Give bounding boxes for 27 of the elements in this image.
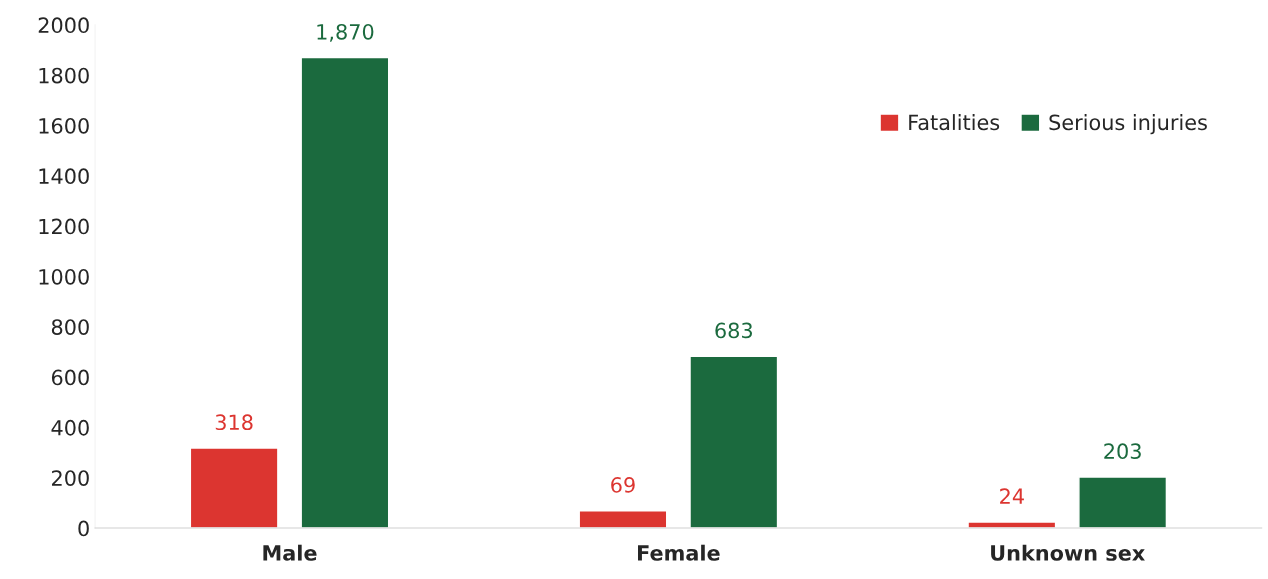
- data-label: 683: [715, 322, 752, 339]
- y-tick-label: 400: [51, 419, 89, 436]
- data-label: 318: [215, 414, 253, 431]
- y-tick-label: 1200: [39, 218, 89, 235]
- bar: [1078, 476, 1168, 529]
- x-tick-label: Female: [638, 544, 720, 561]
- legend-label: Serious injuries: [1049, 114, 1207, 135]
- bar: [300, 56, 390, 529]
- data-label: 1,870: [317, 23, 374, 42]
- data-label: 24: [1000, 488, 1024, 504]
- bar: [689, 355, 779, 529]
- y-tick-label: 200: [52, 470, 89, 486]
- y-tick-label: 1000: [39, 268, 89, 285]
- bar: [189, 447, 279, 529]
- x-tick-label: Unknown sex: [991, 544, 1145, 561]
- y-tick-label: 1600: [39, 117, 89, 134]
- bar: [578, 509, 668, 529]
- data-label: 203: [1104, 443, 1141, 460]
- x-tick-label: Male: [263, 544, 317, 561]
- y-tick-label: 2000: [38, 17, 89, 34]
- data-label: 69: [611, 477, 635, 493]
- legend-label: Fatalities: [909, 114, 1000, 131]
- y-tick-label: 1400: [39, 168, 89, 185]
- y-tick-label: 0: [78, 520, 89, 537]
- y-tick-label: 600: [51, 369, 89, 386]
- y-tick-label: 800: [51, 319, 89, 335]
- y-tick-label: 1800: [39, 67, 89, 84]
